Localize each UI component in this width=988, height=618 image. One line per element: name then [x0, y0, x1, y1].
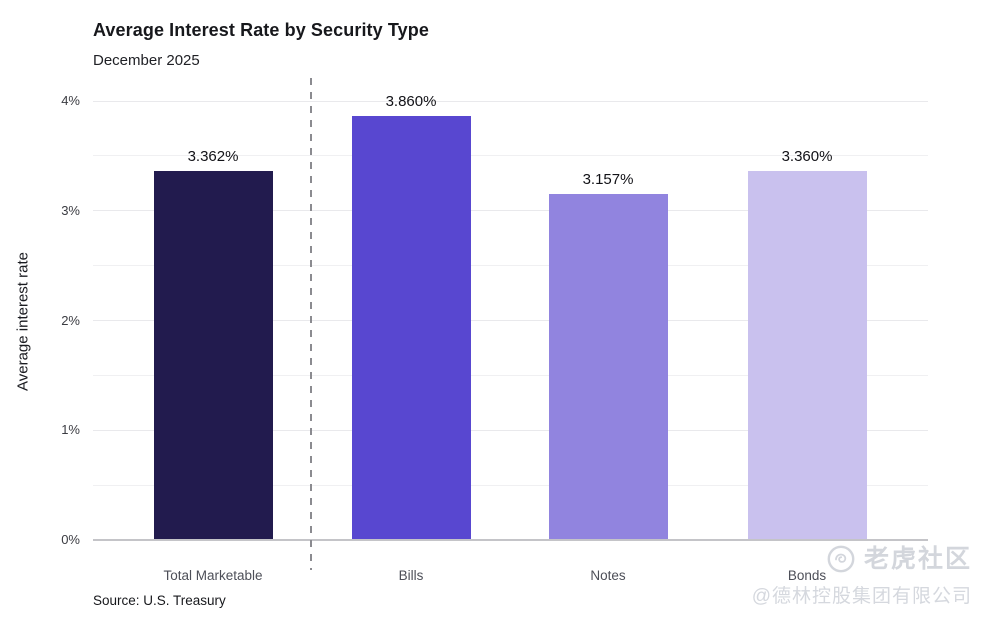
chart-subtitle: December 2025	[93, 52, 200, 69]
major-gridline	[93, 429, 928, 431]
category-separator-dashed-line	[310, 78, 312, 570]
watermark-company-text: @德林控股集团有限公司	[751, 586, 972, 607]
x-tick-label-total-marketable: Total Marketable	[163, 568, 263, 583]
bar-bonds[interactable]	[747, 171, 867, 540]
watermark-line1: 老虎社区	[752, 544, 972, 574]
minor-gridline	[93, 265, 928, 267]
y-tick-label: 4%	[61, 93, 80, 108]
chart-title: Average Interest Rate by Security Type	[93, 20, 429, 40]
bar-total-marketable[interactable]	[153, 171, 273, 540]
major-gridline	[93, 100, 928, 102]
y-tick-label: 1%	[61, 422, 80, 438]
y-tick-label: 2%	[61, 312, 80, 328]
x-tick-label-bills: Bills	[398, 568, 424, 583]
bar-value-label: 3.362%	[187, 148, 239, 166]
bar-value-label: 3.157%	[582, 170, 634, 188]
major-gridline	[93, 210, 928, 212]
x-tick-label-notes: Notes	[590, 568, 626, 583]
watermark: 老虎社区 @德林控股集团有限公司	[752, 544, 972, 608]
minor-gridline	[93, 155, 928, 157]
minor-gridline	[93, 484, 928, 486]
x-axis-line	[93, 539, 928, 541]
source-note: Source: U.S. Treasury	[93, 593, 226, 608]
y-tick-label: 3%	[61, 202, 80, 218]
bar-notes[interactable]	[548, 193, 668, 540]
bar-value-label: 3.360%	[781, 148, 833, 166]
bar-value-label: 3.860%	[385, 93, 437, 111]
major-gridline	[93, 320, 928, 321]
watermark-brand-text: 老虎社区	[863, 545, 972, 573]
x-tick-label-bonds: Bonds	[787, 568, 827, 583]
bar-bills[interactable]	[351, 116, 471, 540]
tiger-community-logo-icon	[827, 545, 855, 573]
y-tick-label: 0%	[61, 532, 80, 547]
plot-area	[93, 100, 928, 541]
minor-gridline	[93, 374, 928, 376]
